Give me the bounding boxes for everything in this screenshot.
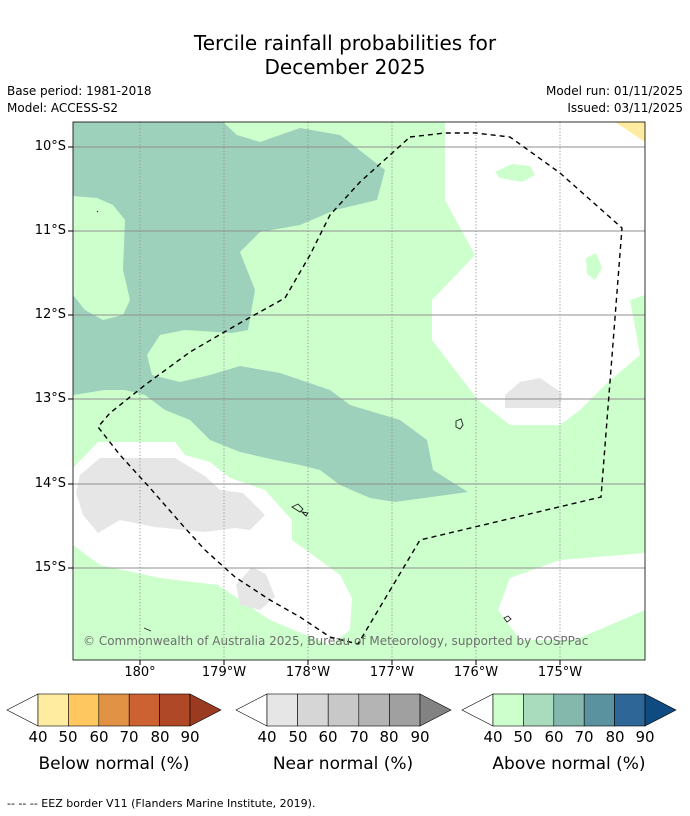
colorbar-above-tick: 60 bbox=[544, 728, 564, 746]
longitude-label: 176°W bbox=[453, 665, 499, 680]
colorbar-above-segment bbox=[523, 693, 555, 727]
colorbar-near-over-arrow bbox=[419, 693, 452, 727]
colorbar-near-segment bbox=[297, 693, 329, 727]
longitude-label: 180° bbox=[124, 665, 156, 680]
colorbar-above-under-arrow bbox=[461, 693, 494, 727]
colorbar-near-tick: 80 bbox=[379, 728, 399, 746]
colorbar-above-segment bbox=[583, 693, 615, 727]
island-outline bbox=[96, 210, 99, 213]
colorbar-above-tick: 90 bbox=[635, 728, 655, 746]
above-normal-islet-southwest-corner bbox=[73, 630, 88, 660]
above-normal-islet-east bbox=[586, 253, 602, 280]
map-title-line-2: December 2025 bbox=[264, 55, 426, 79]
near-normal-40-50-patch-east bbox=[505, 378, 562, 408]
colorbar-below-under-arrow bbox=[6, 693, 39, 727]
island-outline bbox=[503, 615, 512, 623]
colorbar-below-segment bbox=[68, 693, 100, 727]
island-outline bbox=[291, 503, 304, 513]
near-normal-40-50-patch-south bbox=[236, 567, 275, 610]
colorbar-below-over-arrow bbox=[189, 693, 222, 727]
below-normal-40-50-corner bbox=[615, 122, 645, 142]
colorbar-near-segment bbox=[358, 693, 390, 727]
colorbar-near-tick: 90 bbox=[410, 728, 430, 746]
colorbar-below-tick: 60 bbox=[89, 728, 109, 746]
longitude-label: 178°W bbox=[285, 665, 331, 680]
colorbar-above-tick: 50 bbox=[513, 728, 533, 746]
island-outline bbox=[300, 511, 309, 517]
colorbar-below-segment bbox=[128, 693, 160, 727]
colorbar-below-tick: 80 bbox=[150, 728, 170, 746]
colorbar-above-tick: 80 bbox=[605, 728, 625, 746]
colorbar-near-normal bbox=[235, 693, 452, 727]
island-outlines bbox=[96, 210, 512, 632]
colorbar-near-tick: 70 bbox=[349, 728, 369, 746]
above-normal-50-60-region bbox=[73, 122, 468, 502]
colorbar-above-segment bbox=[553, 693, 585, 727]
colorbar-near-segment bbox=[327, 693, 360, 727]
copyright-notice: © Commonwealth of Australia 2025, Bureau… bbox=[83, 634, 589, 648]
colorbar-below-segment bbox=[159, 693, 191, 727]
longitude-label: 175°W bbox=[537, 665, 583, 680]
colorbar-below-segment bbox=[37, 693, 69, 727]
colorbar-near-segment bbox=[389, 693, 421, 727]
colorbar-below-segment bbox=[98, 693, 130, 727]
colorbar-above-tick: 40 bbox=[483, 728, 503, 746]
axis-ticks bbox=[68, 146, 561, 665]
colorbar-below-tick: 70 bbox=[119, 728, 139, 746]
colorbar-below-tick: 40 bbox=[28, 728, 48, 746]
longitude-label: 179°W bbox=[201, 665, 247, 680]
latitude-label: 13°S bbox=[34, 391, 66, 406]
latitude-label: 15°S bbox=[34, 560, 66, 575]
longitude-label: 177°W bbox=[369, 665, 415, 680]
colorbar-near-tick: 40 bbox=[257, 728, 277, 746]
colorbar-near-tick: 50 bbox=[288, 728, 308, 746]
map-frame bbox=[72, 121, 646, 661]
model-run: Model run: 01/11/2025 bbox=[545, 84, 683, 98]
colorbar-above-label: Above normal (%) bbox=[492, 754, 646, 774]
latitude-label: 11°S bbox=[34, 223, 66, 238]
model-name: Model: ACCESS-S2 bbox=[7, 101, 119, 115]
colorbar-above-segment bbox=[614, 693, 646, 727]
meridian-gridlines bbox=[139, 122, 561, 660]
colorbar-near-under-arrow bbox=[235, 693, 268, 727]
eez-footnote: -- -- -- EEZ border V11 (Flanders Marine… bbox=[7, 797, 316, 810]
near-normal-40-50-region-southwest bbox=[76, 458, 265, 533]
island-outline bbox=[455, 418, 464, 430]
base-period: Base period: 1981-2018 bbox=[7, 84, 152, 98]
colorbar-above-over-arrow bbox=[644, 693, 677, 727]
latitude-label: 14°S bbox=[34, 476, 66, 491]
colorbar-below-normal bbox=[6, 693, 222, 727]
colorbar-above-tick: 70 bbox=[574, 728, 594, 746]
colorbar-below-tick: 90 bbox=[180, 728, 200, 746]
latitude-label: 12°S bbox=[34, 307, 66, 322]
colorbar-below-tick: 50 bbox=[58, 728, 78, 746]
legend-colorbars bbox=[6, 693, 677, 727]
gridlines bbox=[73, 146, 645, 569]
colorbar-above-normal bbox=[461, 693, 677, 727]
colorbar-near-label: Near normal (%) bbox=[272, 754, 414, 774]
colorbar-near-tick: 60 bbox=[318, 728, 338, 746]
eez-border bbox=[97, 132, 623, 645]
latitude-label: 10°S bbox=[34, 139, 66, 154]
colorbar-above-segment bbox=[492, 693, 524, 727]
map-title-line-1: Tercile rainfall probabilities for bbox=[193, 31, 497, 55]
island-outline bbox=[143, 627, 152, 632]
colorbar-near-segment bbox=[266, 693, 298, 727]
issued-date: Issued: 03/11/2025 bbox=[567, 101, 683, 115]
above-normal-islet-northeast bbox=[495, 164, 535, 182]
colorbar-below-label: Below normal (%) bbox=[38, 754, 190, 774]
